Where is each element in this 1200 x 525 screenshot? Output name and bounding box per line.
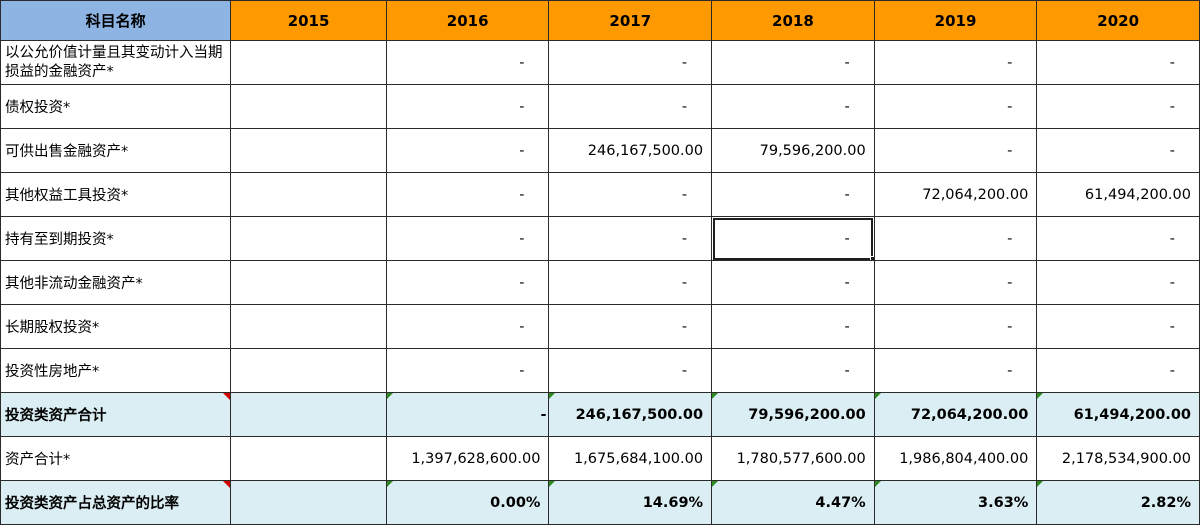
value-cell[interactable]: -	[873, 260, 1038, 305]
row-label-cell[interactable]: 资产合计*	[0, 436, 232, 481]
value-cell[interactable]: -	[873, 304, 1038, 349]
value-cell[interactable]: -	[1036, 216, 1200, 261]
row-label-cell[interactable]: 长期股权投资*	[0, 304, 232, 349]
value-cell[interactable]: -	[548, 304, 713, 349]
row-label-cell[interactable]: 以公允价值计量且其变动计入当期损益的金融资产*	[0, 40, 232, 85]
value-cell[interactable]	[230, 84, 387, 129]
value-cell[interactable]: -	[873, 40, 1038, 85]
ratio-row: 投资类资产占总资产的比率 0.00% 14.69% 4.47% 3.63% 2.…	[0, 480, 1200, 525]
value-cell[interactable]: -	[385, 392, 550, 437]
header-row: 科目名称 2015 2016 2017 2018 2019 2020	[0, 0, 1200, 41]
value-cell[interactable]: 2,178,534,900.00	[1036, 436, 1200, 481]
value-cell[interactable]: -	[548, 84, 713, 129]
subtotal-label-cell[interactable]: 投资类资产合计	[0, 392, 232, 437]
header-year-2016[interactable]: 2016	[385, 0, 550, 41]
value-cell[interactable]	[230, 348, 387, 393]
row-label-cell[interactable]: 持有至到期投资*	[0, 216, 232, 261]
value-cell[interactable]: -	[1036, 260, 1200, 305]
row-label-cell[interactable]: 其他权益工具投资*	[0, 172, 232, 217]
value-cell[interactable]: -	[385, 128, 550, 173]
value-cell[interactable]	[230, 128, 387, 173]
value-cell[interactable]: 1,397,628,600.00	[385, 436, 550, 481]
value-cell[interactable]: 1,675,684,100.00	[548, 436, 713, 481]
value-cell[interactable]: 3.63%	[873, 480, 1038, 525]
value-cell[interactable]: 61,494,200.00	[1036, 172, 1200, 217]
value-cell[interactable]: 1,986,804,400.00	[873, 436, 1038, 481]
header-year-2015[interactable]: 2015	[230, 0, 387, 41]
value-cell[interactable]	[230, 436, 387, 481]
value-cell[interactable]: 4.47%	[711, 480, 875, 525]
value-cell[interactable]	[230, 216, 387, 261]
value-cell[interactable]: -	[711, 348, 875, 393]
value-cell[interactable]: 79,596,200.00	[711, 128, 875, 173]
table-row: 投资性房地产* - - - - -	[0, 348, 1200, 393]
subtotal-row: 投资类资产合计 - 246,167,500.00 79,596,200.00 7…	[0, 392, 1200, 437]
header-label-cell[interactable]: 科目名称	[0, 0, 232, 41]
value-cell[interactable]: 14.69%	[548, 480, 713, 525]
table-row: 其他权益工具投资* - - - 72,064,200.00 61,494,200…	[0, 172, 1200, 217]
row-label-cell[interactable]: 其他非流动金融资产*	[0, 260, 232, 305]
value-cell[interactable]: -	[385, 260, 550, 305]
row-label-cell[interactable]: 投资性房地产*	[0, 348, 232, 393]
value-cell[interactable]: 79,596,200.00	[711, 392, 875, 437]
value-cell[interactable]: 1,780,577,600.00	[711, 436, 875, 481]
header-year-2018[interactable]: 2018	[711, 0, 875, 41]
value-cell[interactable]: -	[385, 84, 550, 129]
value-cell[interactable]: -	[548, 260, 713, 305]
value-cell[interactable]: -	[711, 40, 875, 85]
table-row: 可供出售金融资产* - 246,167,500.00 79,596,200.00…	[0, 128, 1200, 173]
total-assets-row: 资产合计* 1,397,628,600.00 1,675,684,100.00 …	[0, 436, 1200, 481]
header-year-2020[interactable]: 2020	[1036, 0, 1200, 41]
value-cell[interactable]: 246,167,500.00	[548, 128, 713, 173]
value-cell[interactable]: -	[873, 348, 1038, 393]
value-cell[interactable]: -	[1036, 348, 1200, 393]
value-cell[interactable]: -	[548, 40, 713, 85]
table-row: 债权投资* - - - - -	[0, 84, 1200, 129]
header-year-2019[interactable]: 2019	[873, 0, 1038, 41]
value-cell[interactable]: -	[873, 84, 1038, 129]
value-cell[interactable]: 72,064,200.00	[873, 392, 1038, 437]
value-cell[interactable]: -	[385, 304, 550, 349]
value-cell[interactable]: -	[711, 84, 875, 129]
value-cell[interactable]: 0.00%	[385, 480, 550, 525]
value-cell[interactable]	[230, 172, 387, 217]
table-row: 持有至到期投资* - - - - -	[0, 216, 1200, 261]
value-cell[interactable]	[230, 260, 387, 305]
value-cell[interactable]: -	[385, 40, 550, 85]
table-row: 以公允价值计量且其变动计入当期损益的金融资产* - - - - -	[0, 40, 1200, 85]
value-cell[interactable]	[230, 480, 387, 525]
value-cell[interactable]: -	[711, 172, 875, 217]
header-year-2017[interactable]: 2017	[548, 0, 713, 41]
value-cell[interactable]: -	[385, 348, 550, 393]
value-cell[interactable]: -	[548, 348, 713, 393]
value-cell[interactable]: -	[711, 260, 875, 305]
value-cell[interactable]: -	[548, 172, 713, 217]
fill-handle[interactable]	[869, 256, 874, 260]
value-cell[interactable]: -	[1036, 40, 1200, 85]
table-row: 其他非流动金融资产* - - - - -	[0, 260, 1200, 305]
value-cell[interactable]: 246,167,500.00	[548, 392, 713, 437]
value-cell[interactable]: -	[1036, 128, 1200, 173]
value-cell[interactable]	[230, 392, 387, 437]
value-cell[interactable]: -	[873, 128, 1038, 173]
value-cell[interactable]: 61,494,200.00	[1036, 392, 1200, 437]
value-cell[interactable]: -	[385, 216, 550, 261]
value-cell[interactable]: -	[873, 216, 1038, 261]
selected-cell[interactable]: -	[711, 216, 875, 261]
value-cell[interactable]	[230, 40, 387, 85]
row-label-cell[interactable]: 可供出售金融资产*	[0, 128, 232, 173]
value-cell[interactable]: -	[385, 172, 550, 217]
value-cell[interactable]	[230, 304, 387, 349]
value-cell[interactable]: 2.82%	[1036, 480, 1200, 525]
value-cell[interactable]: -	[1036, 304, 1200, 349]
value-cell[interactable]: -	[548, 216, 713, 261]
value-cell[interactable]: -	[1036, 84, 1200, 129]
ratio-label-cell[interactable]: 投资类资产占总资产的比率	[0, 480, 232, 525]
row-label-cell[interactable]: 债权投资*	[0, 84, 232, 129]
value-cell[interactable]: 72,064,200.00	[873, 172, 1038, 217]
table-row: 长期股权投资* - - - - -	[0, 304, 1200, 349]
value-cell[interactable]: -	[711, 304, 875, 349]
